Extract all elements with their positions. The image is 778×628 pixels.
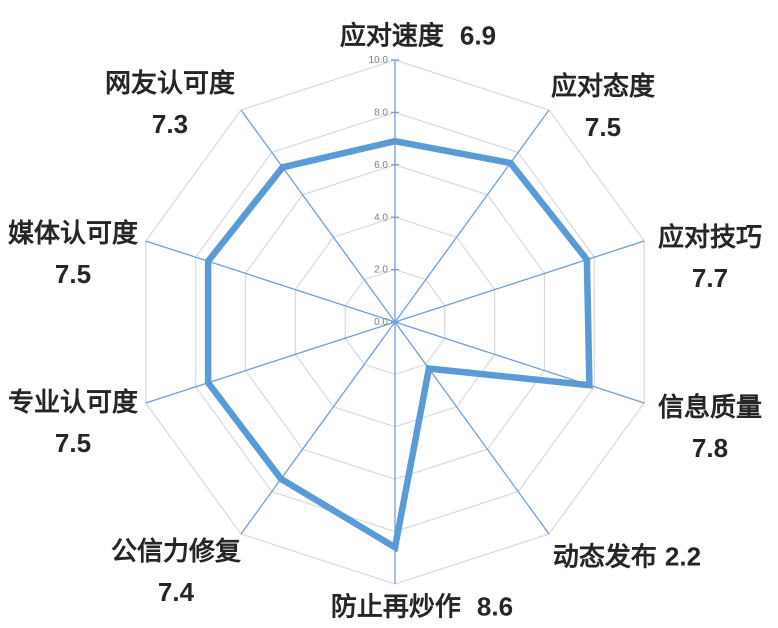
axis-spoke [145, 321, 396, 404]
axis-tick-label: 10.0 [369, 55, 389, 66]
axis-spoke [394, 321, 550, 535]
axis-spoke [240, 321, 396, 535]
axis-tick-label: 8.0 [374, 108, 388, 119]
axis-spoke [394, 109, 550, 323]
axis-tick-label: 0.0 [374, 317, 388, 328]
axis-spoke [394, 321, 645, 404]
axis-spoke [394, 240, 645, 323]
axis-tick-label: 6.0 [374, 160, 388, 171]
axis-spoke [240, 109, 396, 323]
data-series-polygon [204, 137, 593, 553]
axis-tick-label: 2.0 [374, 265, 388, 276]
axis-spoke [145, 240, 396, 323]
axis-tick-label: 4.0 [374, 212, 388, 223]
